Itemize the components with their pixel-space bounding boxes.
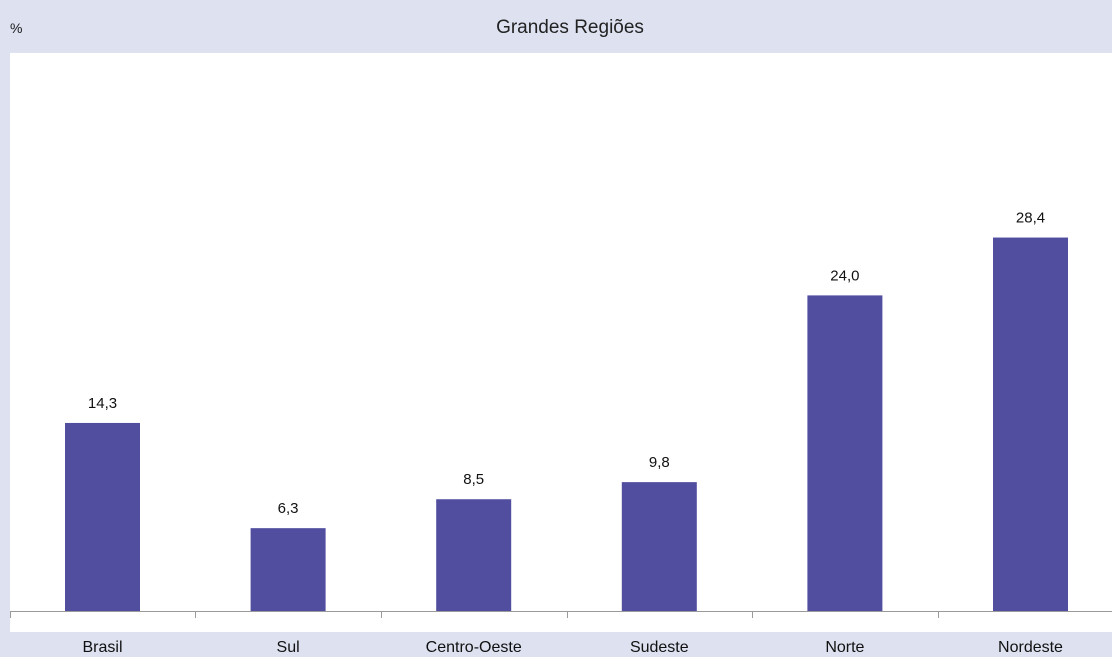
- category-label-sul: Sul: [277, 639, 300, 656]
- bars: [65, 237, 1068, 612]
- value-label-brasil: 14,3: [88, 395, 117, 412]
- bar-brasil: [65, 422, 140, 611]
- category-label-nordeste: Nordeste: [998, 639, 1063, 656]
- category-label-norte: Norte: [825, 639, 864, 656]
- category-label-sudeste: Sudeste: [630, 639, 689, 656]
- plot-area: [10, 53, 1112, 632]
- value-label-centro-oeste: 8,5: [463, 471, 484, 488]
- bar-centro-oeste: [436, 499, 512, 611]
- y-axis-unit-label: %: [10, 20, 23, 36]
- value-label-sudeste: 9,8: [649, 454, 670, 471]
- value-label-nordeste: 28,4: [1016, 210, 1045, 227]
- category-label-centro-oeste: Centro-Oeste: [426, 639, 522, 656]
- bar-sul: [250, 528, 326, 611]
- value-labels: 14,3 6,3 8,5 9,8 24,0 28,4: [88, 210, 1045, 518]
- category-label-brasil: Brasil: [82, 639, 122, 656]
- value-label-norte: 24,0: [830, 267, 859, 284]
- x-axis: [10, 611, 1112, 618]
- bar-sudeste: [621, 482, 697, 611]
- chart-title: Grandes Regiões: [496, 17, 644, 38]
- bar-norte: [807, 295, 883, 611]
- bar-nordeste: [993, 237, 1068, 612]
- category-labels: Brasil Sul Centro-Oeste Sudeste Norte Nordest…: [82, 639, 1063, 656]
- value-label-sul: 6,3: [278, 500, 299, 517]
